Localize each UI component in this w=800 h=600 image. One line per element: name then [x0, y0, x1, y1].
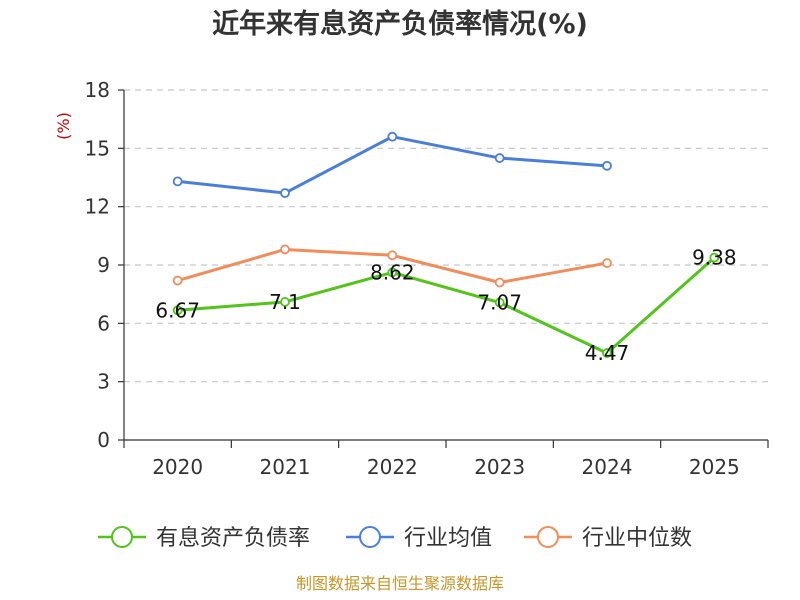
data-point [387, 131, 398, 142]
y-tick-label: 0 [97, 428, 110, 452]
x-tick-label: 2024 [582, 455, 633, 479]
legend-label: 有息资产负债率 [156, 526, 310, 551]
data-point [172, 176, 183, 187]
x-tick-label: 2025 [689, 455, 740, 479]
legend: 有息资产负债率 行业均值 行业中位数 [98, 526, 692, 551]
series-group [172, 131, 720, 358]
data-point [709, 252, 720, 263]
grid [124, 89, 768, 383]
data-point [280, 297, 290, 307]
y-axis-unit: (%) [54, 112, 73, 140]
data-label: 7.07 [477, 291, 522, 315]
data-point [494, 153, 505, 163]
y-tick-label: 12 [85, 195, 110, 219]
data-point [602, 160, 612, 171]
data-point [172, 305, 183, 316]
y-tick-label: 3 [97, 370, 110, 394]
data-point [280, 244, 290, 255]
data-point [280, 188, 290, 198]
data-point [172, 275, 183, 286]
x-tick-label: 2022 [367, 455, 418, 479]
series-line-1 [177, 135, 608, 195]
data-point [387, 250, 398, 261]
axes: 0 3 6 9 12 15 18 2020 2021 2022 2023 2024 2025 [85, 78, 769, 479]
y-tick-label: 6 [97, 311, 110, 335]
y-tick-label: 15 [85, 136, 110, 160]
data-label: 9.38 [692, 246, 737, 270]
y-tick-label: 9 [97, 253, 110, 277]
series-line-0 [177, 256, 716, 355]
x-tick-label: 2020 [152, 455, 203, 479]
legend-marker [359, 526, 381, 548]
chart-title: 近年来有息资产负债率情况(%) [212, 8, 588, 40]
data-point [387, 267, 398, 278]
data-label: 7.1 [269, 290, 301, 314]
data-label: 4.47 [585, 341, 630, 365]
legend-label: 行业中位数 [582, 526, 692, 551]
data-label: 8.62 [370, 260, 415, 284]
data-point [602, 258, 612, 268]
legend-marker [111, 526, 133, 548]
data-point [494, 277, 505, 288]
data-labels: 6.67 7.1 8.62 7.07 4.47 9.38 [155, 246, 736, 365]
x-tick-label: 2021 [260, 455, 311, 479]
legend-label: 行业均值 [404, 526, 492, 551]
y-tick-label: 18 [85, 78, 110, 102]
data-label: 6.67 [155, 298, 200, 322]
x-tick-label: 2023 [474, 455, 525, 479]
data-source: 制图数据来自恒生聚源数据库 [296, 574, 504, 593]
legend-marker [537, 526, 559, 548]
data-point [602, 348, 612, 358]
data-point [494, 297, 505, 308]
